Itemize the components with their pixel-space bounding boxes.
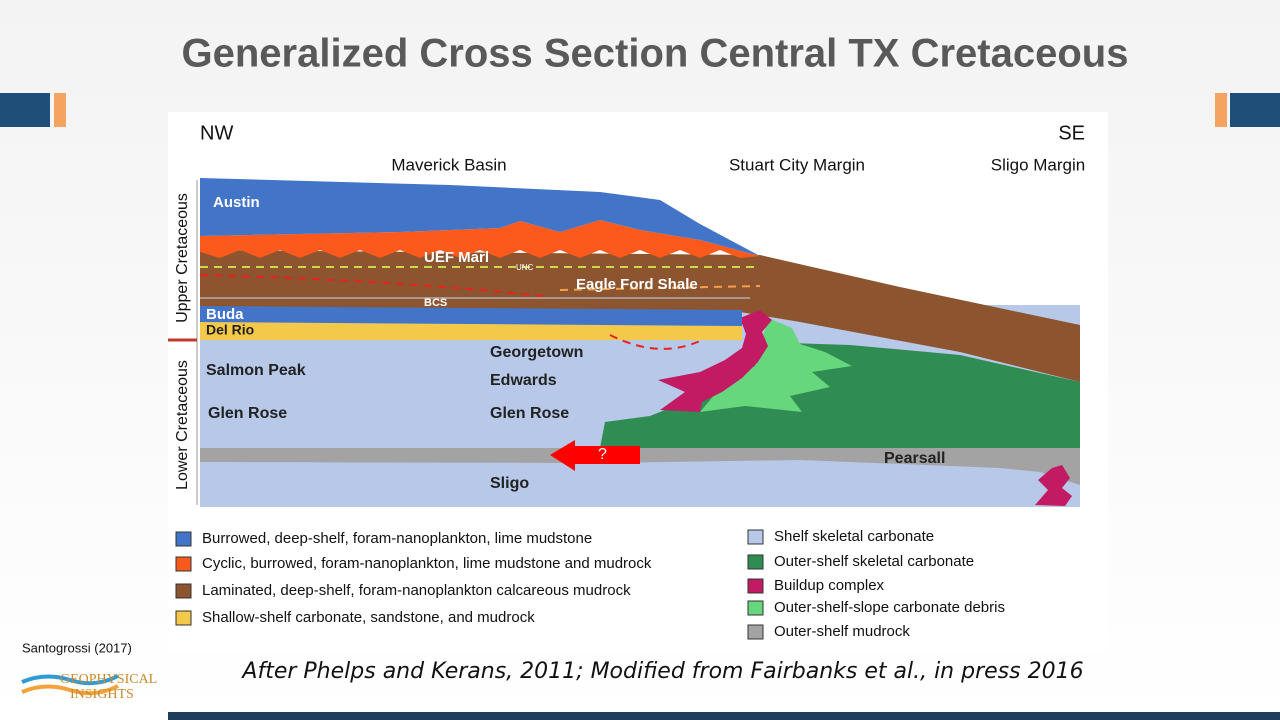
unit-label: UNC [516,263,534,272]
buildup-complex [658,310,772,412]
unit-label: Glen Rose [490,405,569,422]
unit-label: ? [598,446,607,463]
legend-label: Shelf skeletal carbonate [774,528,934,545]
dashed-horizon [559,285,761,291]
logo-wave [21,684,119,696]
outer-shelf-carbonate [600,342,1080,448]
legend-swatch [747,600,764,616]
outer-shelf-mudrock [200,448,1080,485]
unit-label: Salmon Peak [206,362,306,379]
legend-label: Buildup complex [774,577,885,594]
unit-label: Eagle Ford Shale [576,276,698,293]
logo-wave [21,674,119,686]
dashed-horizon [199,274,551,298]
legend-swatch [747,529,764,545]
unit-label: UEF Marl [424,249,489,266]
legend: Burrowed, deep-shelf, foram-nanoplankton… [175,528,1005,640]
legend-label: Cyclic, burrowed, foram-nanoplankton, li… [202,555,652,572]
accent-bar [1215,93,1227,127]
arrow [550,440,640,471]
dashed-horizon [609,334,703,350]
direction: SE [1058,122,1085,144]
caption: After Phelps and Kerans, 2011; Modified … [240,659,1083,684]
cyclic-layer [200,220,760,258]
region-label: Stuart City Margin [729,155,865,174]
title: Generalized Cross Section Central TX Cre… [182,32,1129,76]
unit-label: Georgetown [490,344,583,361]
unit-label: Buda [206,306,244,323]
cross-section [199,178,1080,507]
del-rio-layer [200,322,742,340]
legend-swatch [175,583,192,599]
bottom-bar [168,712,1280,720]
legend-swatch [175,531,192,547]
buda-layer [200,306,742,326]
laminated-mudrock [200,250,1080,382]
austin-layer [200,178,760,256]
legend-swatch [747,578,764,594]
region-label: Maverick Basin [391,155,506,174]
unit-label: BCS [424,297,447,309]
legend-label: Shallow-shelf carbonate, sandstone, and … [202,609,535,626]
accent-bar [0,93,50,127]
accent-bar [54,93,66,127]
unit-label: Del Rio [206,322,254,338]
legend-label: Burrowed, deep-shelf, foram-nanoplankton… [202,530,592,547]
buildup-complex [1035,465,1072,506]
unit-label: Pearsall [884,450,945,467]
period-label: Lower Cretaceous [174,360,191,490]
legend-label: Outer-shelf mudrock [774,623,910,640]
legend-swatch [175,556,192,572]
unit-label: Austin [213,194,260,211]
unit-label: Glen Rose [208,405,287,422]
legend-swatch [747,624,764,640]
legend-swatch [747,554,764,570]
period-label: Upper Cretaceous [174,193,191,323]
unit-label: Edwards [490,372,557,389]
region-label: Sligo Margin [991,155,1086,174]
legend-label: Outer-shelf skeletal carbonate [774,553,974,570]
unit-label: Sligo [490,475,529,492]
direction: NW [200,122,233,144]
legend-swatch [175,610,192,626]
source: Santogrossi (2017) [22,640,132,655]
accent-bar [1230,93,1280,127]
logo-text: INSIGHTS [70,687,134,702]
legend-label: Outer-shelf-slope carbonate debris [774,599,1005,616]
slope-debris [700,318,852,412]
logo-text: GEOPHYSICAL [60,672,157,687]
legend-label: Laminated, deep-shelf, foram-nanoplankto… [202,582,631,599]
